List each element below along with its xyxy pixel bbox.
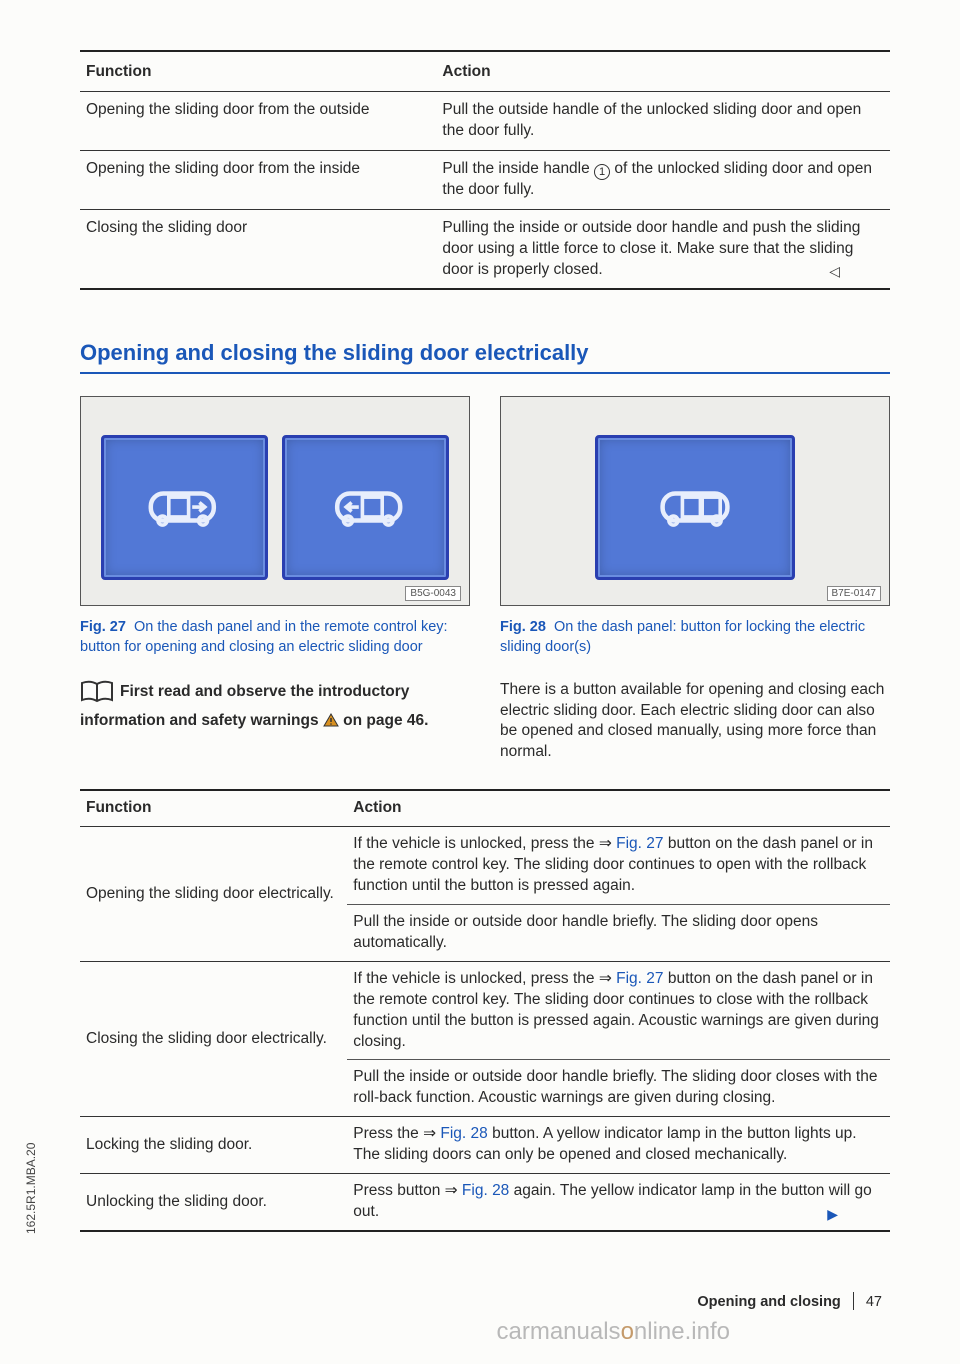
- intro-left-text2: on page 46.: [339, 712, 429, 729]
- t2r3a-link: Fig. 28: [440, 1125, 487, 1142]
- van-lock-icon: [650, 480, 740, 535]
- fig27-num: Fig. 27: [80, 619, 126, 635]
- fig27-code: B5G-0043: [405, 586, 461, 601]
- footer-section: Opening and closing: [697, 1294, 840, 1310]
- table1-header-action: Action: [436, 51, 890, 91]
- footer-page-number: 47: [866, 1294, 882, 1310]
- t2-row1-action1: If the vehicle is unlocked, press the ⇒ …: [347, 827, 890, 905]
- figure-row: B5G-0043 B7E-0147: [80, 396, 890, 606]
- t2-row2-action2: Pull the inside or outside door handle b…: [347, 1060, 890, 1117]
- van-open-right-icon: [321, 480, 411, 535]
- fig27-frame: B5G-0043: [80, 396, 470, 606]
- table2-header-function: Function: [80, 790, 347, 826]
- function-action-table-manual: Function Action Opening the sliding door…: [80, 50, 890, 290]
- t2-row4-function: Unlocking the sliding door.: [80, 1174, 347, 1231]
- t2r3a-pre: Press the ⇒: [353, 1125, 440, 1142]
- row2-action-pre: Pull the inside handle: [442, 160, 594, 177]
- fig28-code: B7E-0147: [827, 586, 881, 601]
- wm-t2: o: [621, 1318, 634, 1345]
- footer-separator: [853, 1292, 854, 1310]
- intro-row: First read and observe the introductory …: [80, 680, 890, 764]
- watermark: carmanualsonline.info: [497, 1318, 731, 1346]
- t2r4a-link: Fig. 28: [462, 1182, 509, 1199]
- t2r1a1-pre: If the vehicle is unlocked, press the ⇒: [353, 835, 616, 852]
- intro-left: First read and observe the introductory …: [80, 680, 470, 764]
- fig28-cap-text: On the dash panel: button for locking th…: [500, 619, 865, 655]
- table1-row2-action: Pull the inside handle 1 of the unlocked…: [436, 150, 890, 209]
- table1-row2-function: Opening the sliding door from the inside: [80, 150, 436, 209]
- wm-t3: nline.info: [634, 1318, 730, 1345]
- t2r4a-pre: Press button ⇒: [353, 1182, 462, 1199]
- table2-header-action: Action: [347, 790, 890, 826]
- t2-row4-action: Press button ⇒ Fig. 28 again. The yellow…: [347, 1174, 890, 1231]
- t2-row3-function: Locking the sliding door.: [80, 1117, 347, 1174]
- table1-row3-action: Pulling the inside or outside door handl…: [436, 209, 890, 289]
- t2-row2-action1: If the vehicle is unlocked, press the ⇒ …: [347, 961, 890, 1060]
- fig28-num: Fig. 28: [500, 619, 546, 635]
- figure-caption-row: Fig. 27 On the dash panel and in the rem…: [80, 618, 890, 657]
- table1-header-function: Function: [80, 51, 436, 91]
- t2-row1-action2: Pull the inside or outside door handle b…: [347, 904, 890, 961]
- van-open-left-icon: [140, 480, 230, 535]
- circled-1-icon: 1: [594, 164, 610, 180]
- t2-row1-function: Opening the sliding door electrically.: [80, 827, 347, 962]
- t2r1a1-link: Fig. 27: [616, 835, 663, 852]
- page-footer: Opening and closing 47: [697, 1292, 882, 1310]
- section-heading: Opening and closing the sliding door ele…: [80, 340, 890, 374]
- row3-action-text: Pulling the inside or outside door handl…: [442, 219, 860, 278]
- fig27-button-left: [101, 435, 268, 580]
- function-action-table-electric: Function Action Opening the sliding door…: [80, 789, 890, 1232]
- t2-row3-action: Press the ⇒ Fig. 28 button. A yellow ind…: [347, 1117, 890, 1174]
- wm-t1: carmanuals: [497, 1318, 621, 1345]
- t2r2a1-pre: If the vehicle is unlocked, press the ⇒: [353, 970, 616, 987]
- fig27-cap-text: On the dash panel and in the remote cont…: [80, 619, 448, 655]
- fig27-button-right: [282, 435, 449, 580]
- intro-right: There is a button available for opening …: [500, 680, 890, 764]
- fig28-button: [595, 435, 795, 580]
- book-icon: [80, 680, 114, 711]
- table1-row3-function: Closing the sliding door: [80, 209, 436, 289]
- fig28-caption: Fig. 28 On the dash panel: button for lo…: [500, 618, 890, 657]
- continuation-left-icon: ◁: [829, 262, 840, 281]
- table1-row1-function: Opening the sliding door from the outsid…: [80, 91, 436, 150]
- fig27-caption: Fig. 27 On the dash panel and in the rem…: [80, 618, 470, 657]
- table1-row1-action: Pull the outside handle of the unlocked …: [436, 91, 890, 150]
- warning-triangle-icon: [323, 713, 339, 734]
- document-side-code: 162.5R1.MBA.20: [24, 1143, 38, 1234]
- fig28-frame: B7E-0147: [500, 396, 890, 606]
- continuation-right-icon: ▶: [827, 1205, 838, 1224]
- t2r2a1-link: Fig. 27: [616, 970, 663, 987]
- t2-row2-function: Closing the sliding door electrically.: [80, 961, 347, 1117]
